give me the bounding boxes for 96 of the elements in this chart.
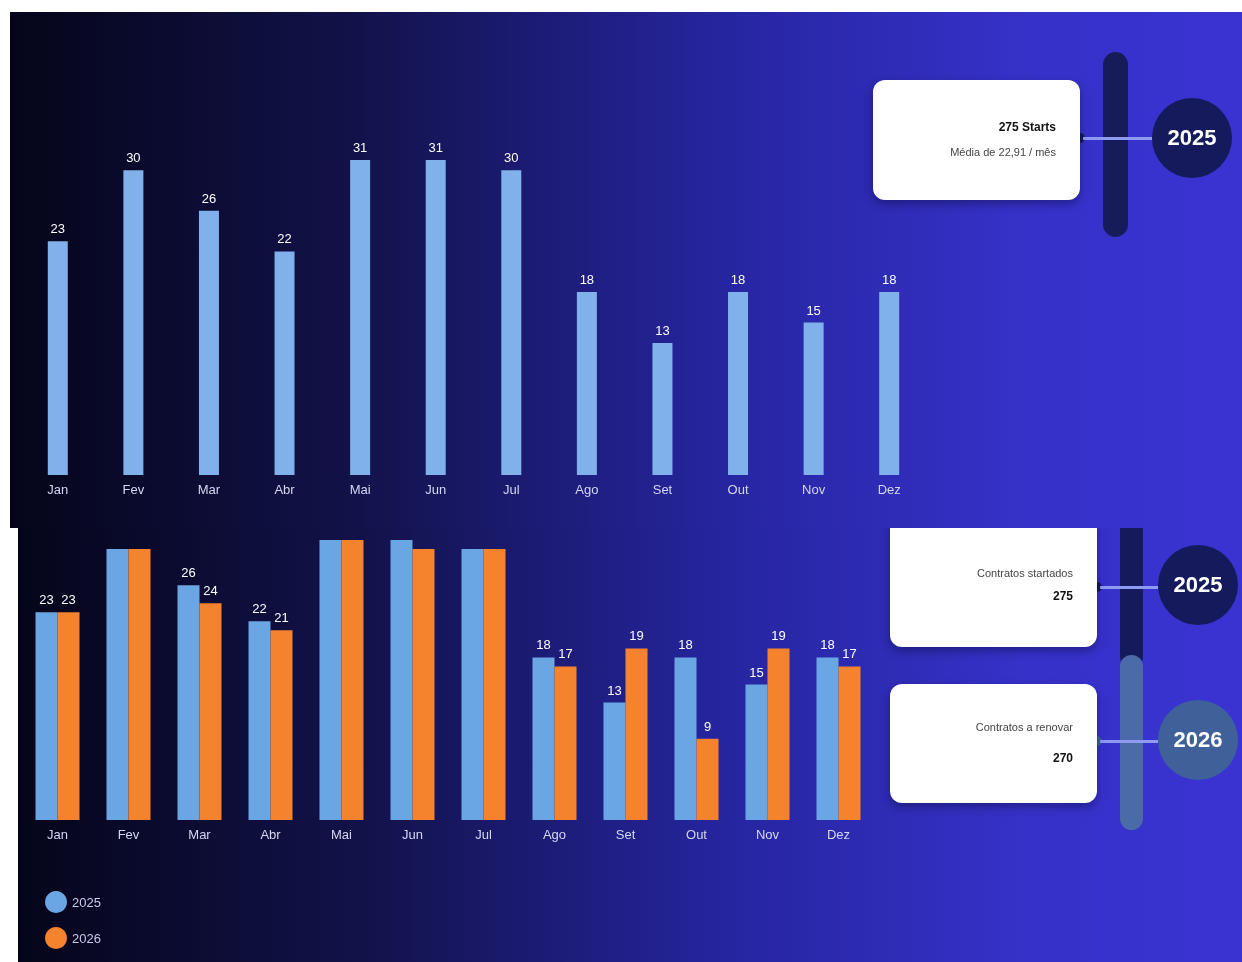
- bar: [198, 210, 219, 475]
- data-label: 17: [842, 646, 857, 662]
- bar: [390, 540, 413, 820]
- bar: [501, 170, 522, 475]
- circle-badge: 2026: [1158, 700, 1238, 780]
- bar: [816, 657, 839, 820]
- info-card: Contratos a renovar 270: [890, 684, 1097, 803]
- x-tick-label: Nov: [802, 482, 826, 497]
- bar: [248, 621, 271, 820]
- circle-badge: 2025: [1152, 98, 1232, 178]
- bar: [106, 549, 129, 820]
- bar: [625, 648, 648, 820]
- data-label: 19: [771, 628, 786, 644]
- bar: [554, 666, 577, 820]
- bar: [652, 342, 673, 475]
- x-tick-label: Set: [615, 827, 636, 842]
- x-tick-label: Out: [686, 827, 708, 842]
- x-tick-label: Abr: [260, 827, 282, 842]
- bar: [483, 549, 506, 820]
- bar: [319, 540, 342, 820]
- data-label: 22: [252, 601, 267, 617]
- bar: [199, 603, 222, 820]
- x-tick-label: Ago: [575, 482, 599, 497]
- x-tick-label: Mar: [188, 827, 212, 842]
- bar: [177, 585, 200, 820]
- data-label: 23: [50, 221, 66, 237]
- x-tick-label: Jun: [402, 827, 423, 842]
- x-tick-label: Fev: [117, 827, 140, 842]
- bar: [696, 738, 719, 820]
- bar: [57, 612, 80, 820]
- data-label: 18: [678, 637, 693, 653]
- legend-label: 2025: [72, 894, 101, 910]
- bar: [745, 684, 768, 820]
- data-label: 9: [703, 718, 712, 734]
- bar: [603, 702, 626, 820]
- data-label: 18: [579, 272, 595, 288]
- data-label: 15: [806, 302, 821, 318]
- data-label: 26: [201, 190, 217, 206]
- bar: [803, 322, 824, 475]
- x-tick-label: Jul: [502, 482, 520, 497]
- bar: [350, 160, 371, 475]
- bar: [123, 170, 144, 475]
- x-tick-label: Dez: [826, 827, 851, 842]
- x-tick-label: Fev: [122, 482, 145, 497]
- data-label: 18: [881, 272, 897, 288]
- data-label: 17: [558, 646, 573, 662]
- legend-label: 2026: [72, 930, 101, 946]
- x-tick-label: Mai: [349, 482, 371, 497]
- bar: [838, 666, 861, 820]
- data-label: 18: [536, 637, 551, 653]
- bar: [274, 251, 295, 475]
- data-label: 30: [504, 150, 519, 166]
- info-card: 275 Starts Média de 22,91 / mês: [873, 80, 1080, 200]
- bar: [879, 292, 900, 475]
- data-label: 22: [277, 231, 292, 247]
- data-label: 18: [730, 272, 746, 288]
- data-label: 30: [126, 150, 141, 166]
- x-tick-label: Jan: [47, 482, 69, 497]
- x-tick-label: Nov: [755, 827, 780, 842]
- bar: [47, 241, 68, 475]
- info-card: Contratos startados 275: [890, 528, 1097, 647]
- data-label: 24: [203, 583, 218, 599]
- data-label: 13: [655, 322, 670, 338]
- x-tick-label: Abr: [274, 482, 296, 497]
- x-tick-label: Jul: [475, 827, 492, 842]
- data-label: 23: [39, 592, 54, 608]
- bar: [767, 648, 790, 820]
- x-tick-label: Jan: [47, 827, 68, 842]
- bar: [425, 160, 446, 475]
- bar: [532, 657, 555, 820]
- bar: [461, 549, 484, 820]
- x-tick-label: Mai: [331, 827, 353, 842]
- data-label: 31: [352, 140, 368, 155]
- x-tick-label: Jun: [425, 482, 447, 497]
- bar: [128, 549, 151, 820]
- bar: [341, 540, 364, 820]
- x-tick-label: Dez: [877, 482, 901, 497]
- bar: [270, 630, 293, 820]
- bar: [674, 657, 697, 820]
- data-label: 26: [181, 565, 196, 581]
- x-tick-label: Out: [727, 482, 749, 497]
- data-label: 13: [607, 682, 622, 698]
- data-label: 23: [61, 592, 76, 608]
- bar: [728, 292, 749, 475]
- x-tick-label: Set: [652, 482, 673, 497]
- data-label: 15: [749, 664, 764, 680]
- data-label: 21: [274, 610, 289, 626]
- data-label: 18: [820, 637, 835, 653]
- bar: [576, 292, 597, 475]
- bar: [412, 549, 435, 820]
- data-label: 19: [629, 628, 644, 644]
- x-tick-label: Ago: [542, 827, 567, 842]
- data-label: 31: [428, 140, 443, 155]
- circle-badge: 2025: [1158, 545, 1238, 625]
- x-tick-label: Mar: [197, 482, 221, 497]
- bar: [35, 612, 58, 820]
